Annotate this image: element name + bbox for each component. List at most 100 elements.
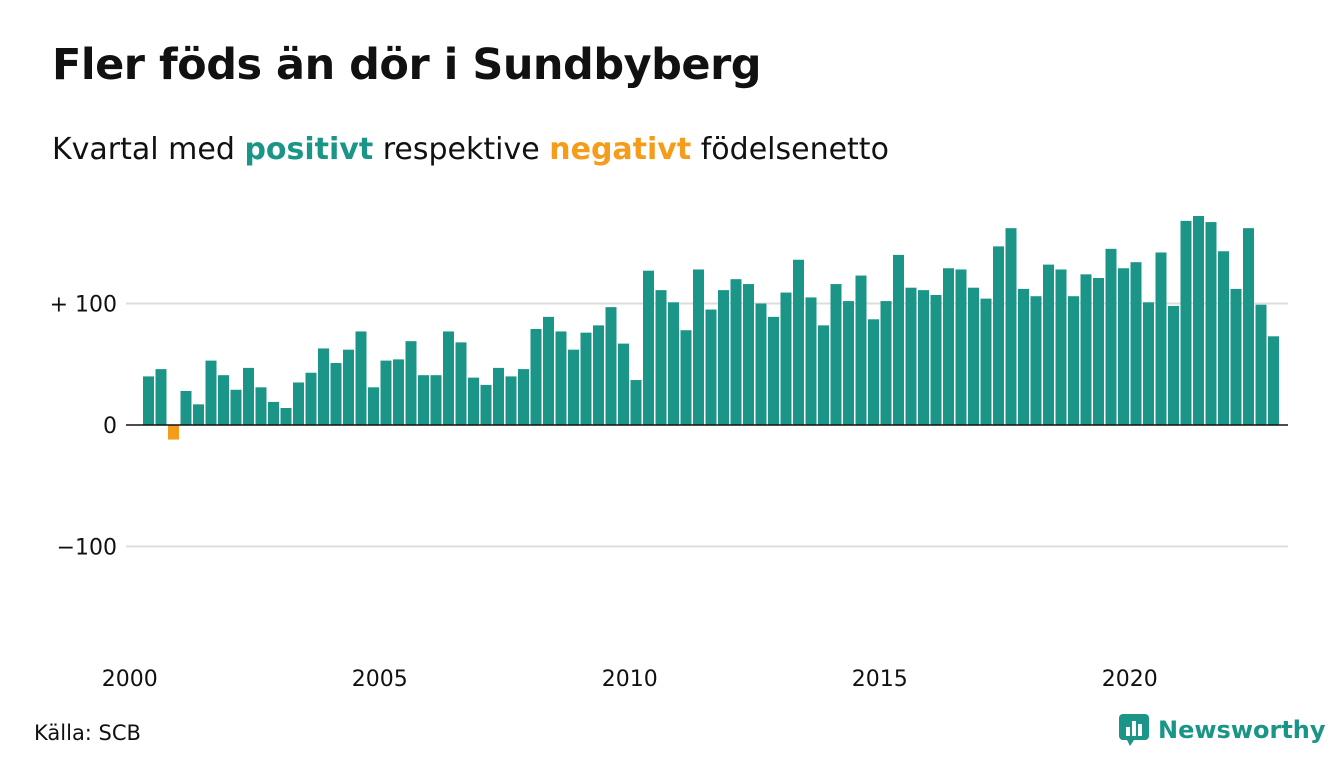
- bar: [643, 270, 654, 425]
- bar: [955, 269, 967, 425]
- bar-chart: + 100 0 −100 2000 2005 2010 2015 2020: [50, 216, 1288, 692]
- bar: [730, 279, 742, 425]
- y-tick-label: + 100: [50, 293, 117, 318]
- bar: [430, 375, 442, 426]
- bar: [318, 348, 329, 425]
- bar: [155, 369, 167, 425]
- bar: [743, 284, 754, 425]
- bar: [705, 309, 717, 425]
- bar: [1118, 268, 1129, 425]
- subtitle-text-middle: respektive: [382, 132, 540, 167]
- x-tick-label: 2015: [852, 667, 908, 692]
- bar: [1255, 304, 1267, 425]
- bar: [555, 331, 567, 425]
- bar: [468, 377, 479, 426]
- bar: [943, 268, 954, 425]
- bar: [280, 407, 292, 425]
- bar: [843, 301, 854, 425]
- bar: [630, 380, 642, 426]
- bar: [680, 330, 692, 425]
- bar: [780, 292, 792, 425]
- brand-logo[interactable]: Newsworthy: [1119, 714, 1326, 746]
- bar: [505, 376, 517, 425]
- bar: [1205, 222, 1217, 425]
- y-tick-label: 0: [103, 414, 117, 439]
- bar: [218, 375, 229, 426]
- bars: [126, 216, 1288, 440]
- bar: [568, 349, 579, 425]
- bar: [655, 290, 667, 425]
- bar: [755, 303, 767, 425]
- bar: [1268, 336, 1279, 426]
- bar: [455, 342, 467, 425]
- bar: [980, 298, 992, 425]
- bar: [405, 341, 417, 425]
- bar: [418, 375, 429, 426]
- bar: [880, 301, 892, 425]
- bar: [580, 332, 592, 425]
- bar: [1105, 248, 1117, 425]
- bar: [905, 287, 917, 425]
- y-axis-ticks: + 100 0 −100: [50, 293, 117, 561]
- bar: [205, 360, 217, 426]
- bar: [368, 387, 379, 425]
- bar: [180, 390, 192, 425]
- bar: [305, 372, 317, 425]
- bar: [268, 401, 279, 426]
- bar: [668, 302, 679, 425]
- bar: [1230, 288, 1242, 425]
- bar: [793, 259, 804, 425]
- bar: [543, 316, 554, 426]
- bar: [918, 290, 929, 425]
- bar: [1243, 228, 1254, 425]
- x-axis-ticks: 2000 2005 2010 2015 2020: [102, 667, 1158, 692]
- bar: [818, 325, 829, 425]
- bar: [1055, 269, 1067, 425]
- bar: [1005, 228, 1017, 425]
- bar: [1030, 296, 1042, 425]
- bar: [355, 331, 367, 425]
- bar: [1018, 288, 1029, 425]
- subtitle-negative: negativt: [549, 132, 692, 167]
- bar: [1080, 274, 1092, 425]
- subtitle-positive: positivt: [244, 132, 374, 167]
- bar: [1180, 220, 1192, 425]
- bar: [830, 284, 842, 425]
- bar: [1168, 305, 1179, 425]
- bar: [768, 316, 779, 426]
- bar: [993, 246, 1004, 425]
- bar: [493, 367, 504, 425]
- x-tick-label: 2020: [1102, 667, 1158, 692]
- bar: [1068, 296, 1079, 425]
- brand-name: Newsworthy: [1158, 716, 1326, 744]
- bar: [868, 319, 879, 425]
- bar: [805, 297, 817, 426]
- bar: [380, 360, 392, 426]
- chart-subtitle: Kvartal med positivt respektive negativt…: [52, 132, 889, 167]
- subtitle-text-start: Kvartal med: [52, 132, 235, 167]
- bar: [393, 359, 404, 425]
- y-tick-label: −100: [57, 536, 117, 561]
- x-tick-label: 2005: [352, 667, 408, 692]
- bar: [618, 343, 629, 426]
- bar: [718, 290, 729, 425]
- bar: [930, 295, 942, 425]
- bar: [480, 384, 492, 425]
- bar: [968, 287, 979, 425]
- bar: [330, 363, 342, 425]
- bar: [243, 367, 254, 425]
- chart-title: Fler föds än dör i Sundbyberg: [52, 40, 762, 90]
- newsworthy-logo-icon: [1119, 714, 1149, 746]
- bar: [1155, 252, 1167, 425]
- bar: [255, 387, 267, 425]
- bar: [443, 331, 454, 425]
- bar: [693, 269, 704, 425]
- subtitle-text-end: födelsenetto: [700, 132, 889, 167]
- bar: [1043, 264, 1054, 425]
- x-tick-label: 2010: [602, 667, 658, 692]
- bar: [518, 369, 529, 425]
- bar: [230, 389, 242, 425]
- bar: [893, 254, 904, 425]
- bar: [1193, 216, 1204, 425]
- bar: [1143, 302, 1154, 425]
